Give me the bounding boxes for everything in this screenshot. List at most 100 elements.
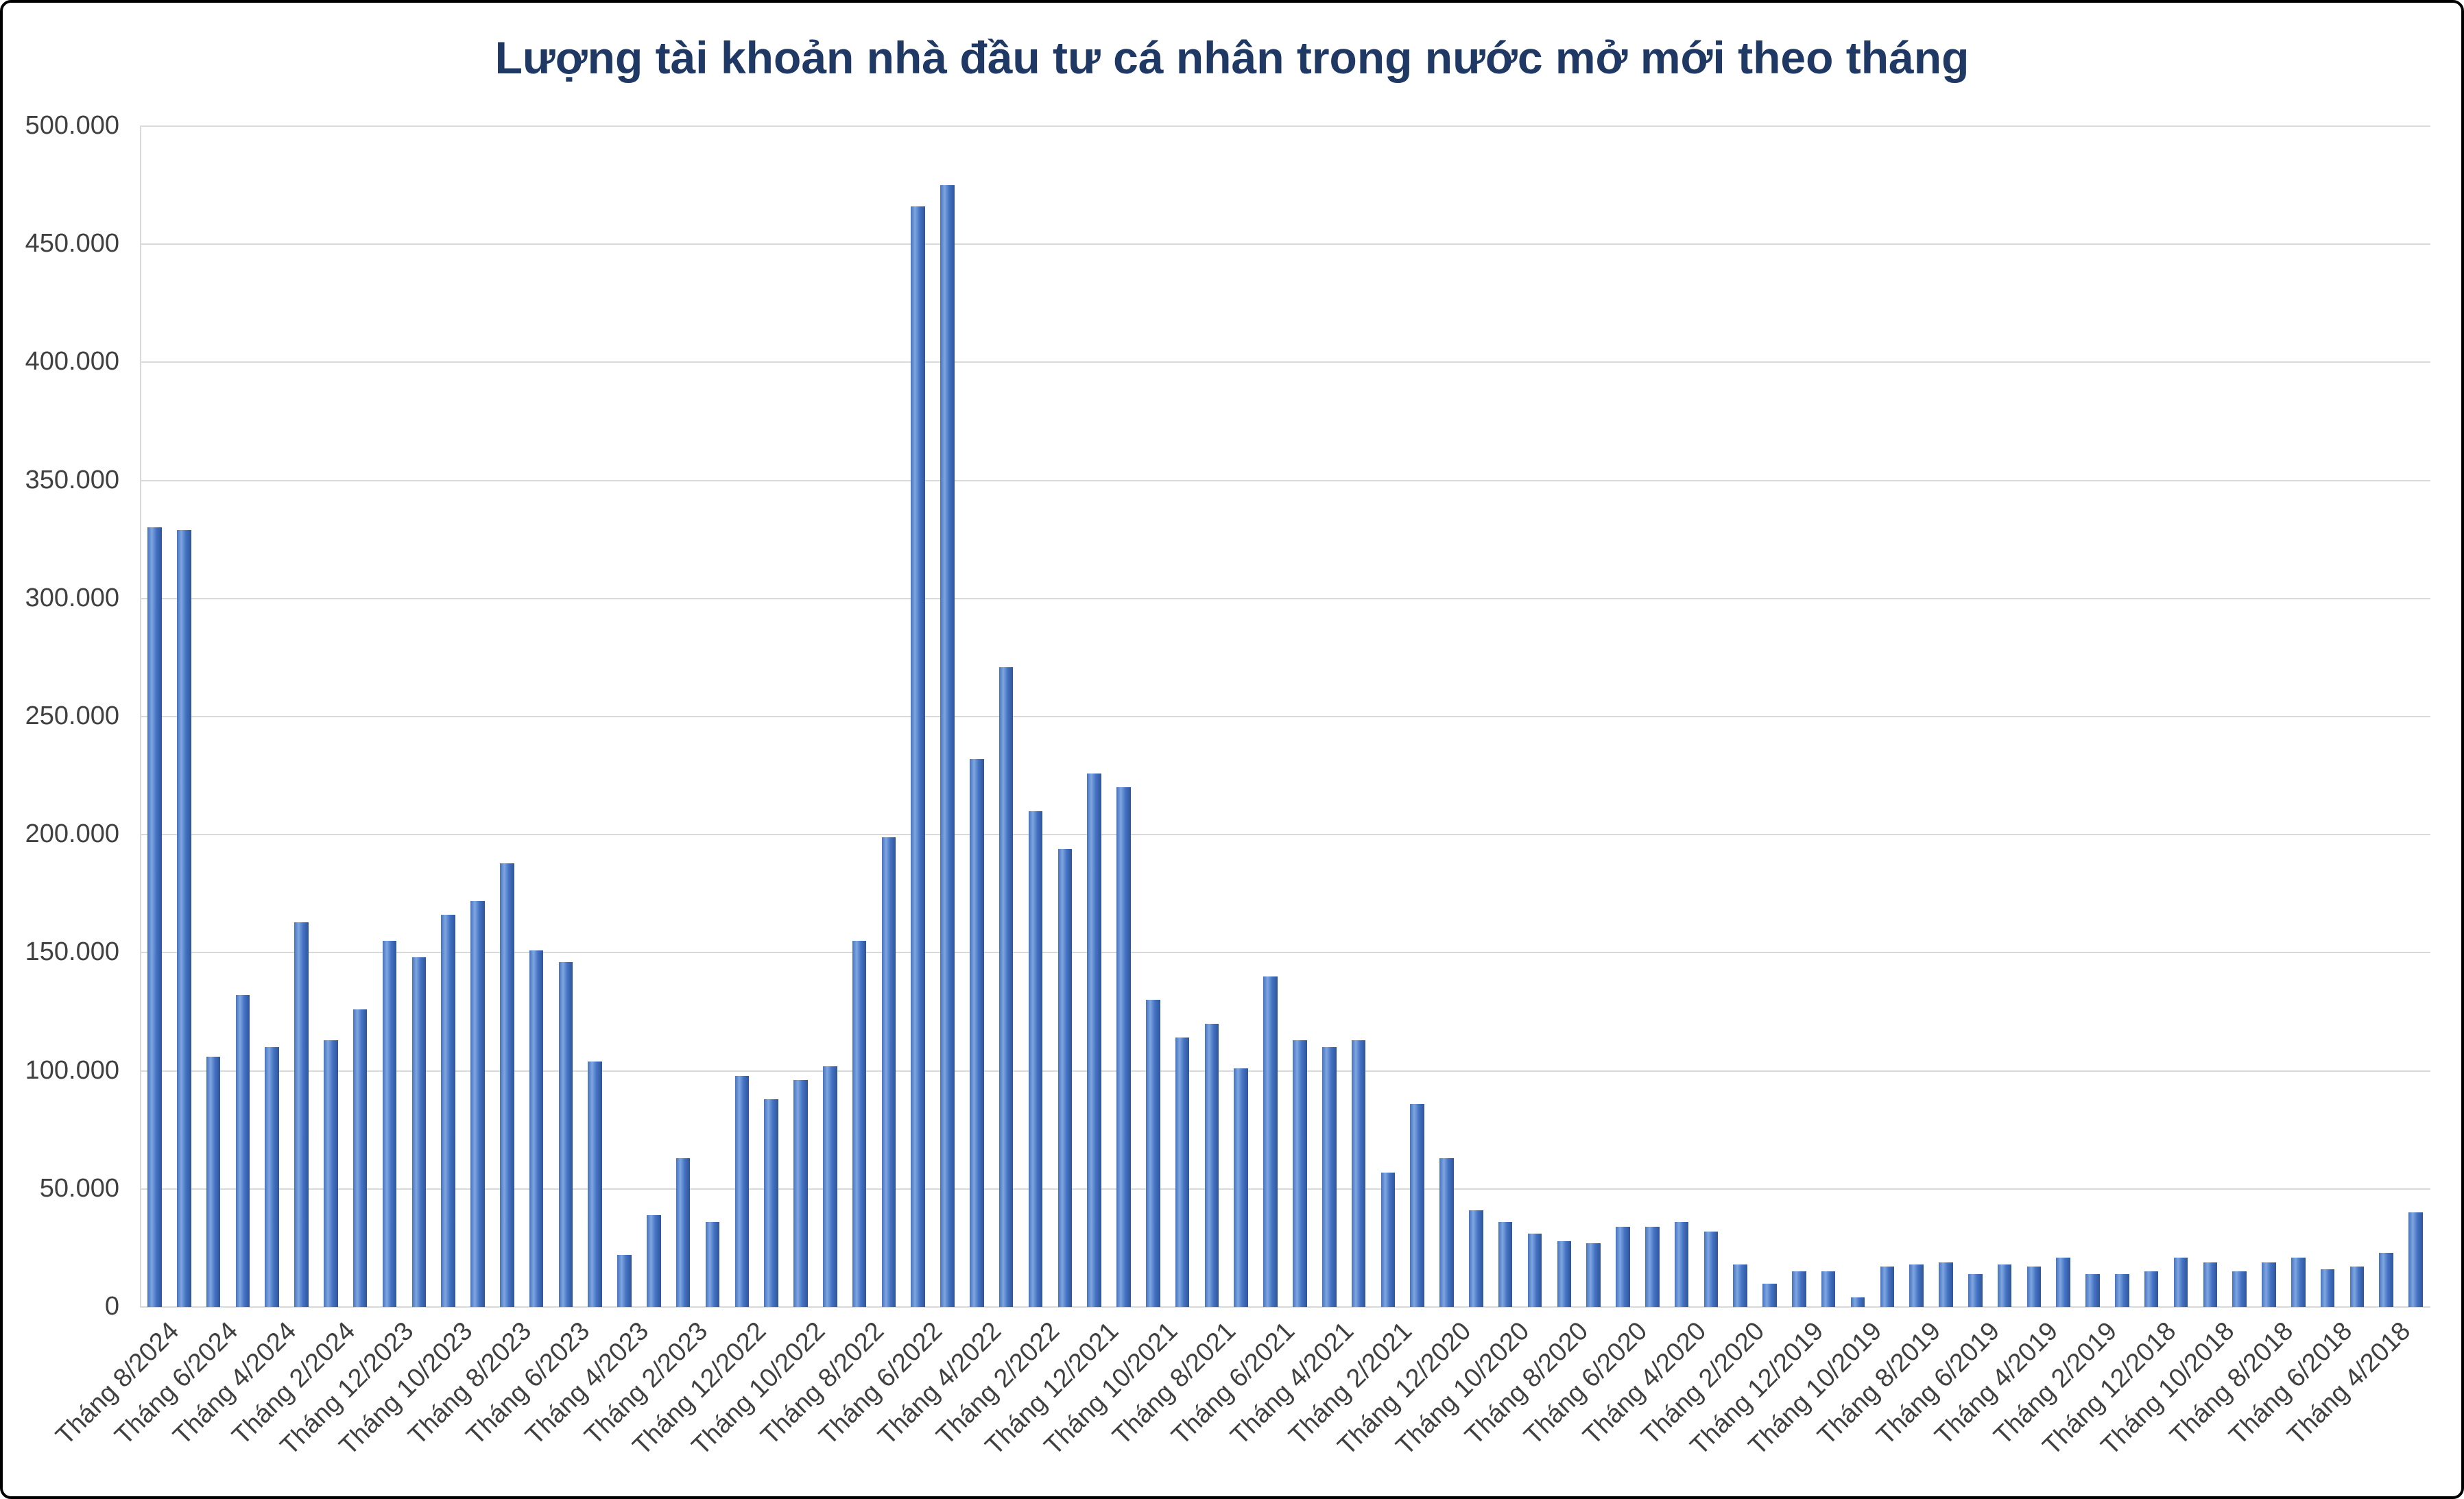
y-tick-label: 200.000 bbox=[25, 819, 119, 849]
bar bbox=[852, 941, 867, 1307]
bar bbox=[382, 941, 397, 1307]
bar bbox=[1146, 1000, 1160, 1307]
y-tick-label: 300.000 bbox=[25, 583, 119, 612]
bar bbox=[499, 863, 514, 1307]
bar bbox=[1321, 1047, 1337, 1307]
bar bbox=[235, 995, 250, 1307]
bar bbox=[2085, 1273, 2100, 1307]
gridline bbox=[140, 597, 2430, 599]
gridline bbox=[140, 125, 2430, 127]
bar bbox=[940, 185, 955, 1307]
bar bbox=[1351, 1040, 1366, 1307]
bar bbox=[793, 1080, 808, 1307]
bar bbox=[1909, 1264, 1924, 1307]
bar bbox=[294, 922, 309, 1307]
bar bbox=[2203, 1262, 2218, 1307]
bar bbox=[734, 1075, 750, 1307]
bar bbox=[998, 667, 1014, 1307]
chart-title: Lượng tài khoản nhà đầu tư cá nhân trong… bbox=[494, 32, 1970, 83]
bar bbox=[2144, 1271, 2159, 1307]
bar bbox=[1116, 787, 1131, 1307]
bar bbox=[411, 957, 427, 1307]
bar bbox=[764, 1099, 778, 1307]
bar bbox=[1968, 1273, 1983, 1307]
bar bbox=[2115, 1273, 2129, 1307]
y-axis-line bbox=[140, 126, 141, 1307]
bar bbox=[2173, 1257, 2188, 1307]
bar bbox=[823, 1066, 837, 1307]
bar bbox=[529, 950, 544, 1307]
y-tick-label: 400.000 bbox=[25, 347, 119, 376]
bar bbox=[1028, 811, 1043, 1307]
bar bbox=[2291, 1257, 2306, 1307]
y-tick-label: 450.000 bbox=[25, 229, 119, 259]
bar bbox=[1733, 1264, 1747, 1307]
gridline bbox=[140, 361, 2430, 363]
bar bbox=[324, 1040, 338, 1307]
bar bbox=[147, 527, 162, 1307]
bar bbox=[2262, 1262, 2276, 1307]
bar bbox=[265, 1047, 279, 1307]
bar bbox=[1703, 1231, 1719, 1307]
bar bbox=[647, 1214, 661, 1307]
bar bbox=[1674, 1222, 1689, 1307]
bar bbox=[1880, 1267, 1895, 1307]
y-tick-label: 350.000 bbox=[25, 465, 119, 494]
bar bbox=[1527, 1234, 1542, 1307]
bar bbox=[2379, 1252, 2394, 1307]
bar bbox=[206, 1056, 221, 1307]
y-tick-label: 150.000 bbox=[25, 937, 119, 967]
bar bbox=[1263, 976, 1278, 1307]
bar bbox=[176, 529, 191, 1307]
bar bbox=[1175, 1038, 1190, 1307]
bar bbox=[558, 962, 573, 1307]
gridline bbox=[140, 834, 2430, 836]
bar bbox=[617, 1255, 632, 1307]
bar bbox=[1057, 848, 1073, 1307]
bar bbox=[1380, 1172, 1396, 1307]
y-tick-label: 0 bbox=[104, 1292, 119, 1321]
bar bbox=[1821, 1271, 1836, 1307]
bar bbox=[675, 1158, 691, 1307]
y-tick-label: 100.000 bbox=[25, 1055, 119, 1085]
bar bbox=[1586, 1243, 1601, 1307]
gridline bbox=[140, 479, 2430, 481]
bar bbox=[2408, 1212, 2423, 1307]
plot-area bbox=[140, 125, 2430, 1308]
bar bbox=[911, 206, 925, 1307]
bar bbox=[1616, 1226, 1630, 1307]
y-tick-label: 250.000 bbox=[25, 701, 119, 730]
bar bbox=[1762, 1283, 1777, 1307]
bar bbox=[1498, 1222, 1513, 1307]
bar bbox=[705, 1222, 720, 1307]
bar bbox=[1204, 1023, 1219, 1307]
bar bbox=[1850, 1297, 1865, 1307]
bar bbox=[1087, 773, 1101, 1307]
bar bbox=[2026, 1267, 2042, 1307]
bar bbox=[1644, 1226, 1660, 1307]
bar bbox=[1439, 1158, 1454, 1307]
bar bbox=[1469, 1210, 1483, 1307]
bar bbox=[1234, 1068, 1249, 1307]
bar bbox=[2232, 1271, 2247, 1307]
bar bbox=[2056, 1257, 2070, 1307]
bar bbox=[352, 1009, 368, 1307]
bar bbox=[1410, 1103, 1424, 1307]
bar bbox=[1792, 1271, 1806, 1307]
bar bbox=[2349, 1267, 2365, 1307]
gridline bbox=[140, 716, 2430, 717]
y-tick-label: 50.000 bbox=[39, 1173, 119, 1203]
bar bbox=[881, 837, 896, 1307]
bar bbox=[970, 759, 984, 1307]
bar bbox=[441, 915, 455, 1307]
bar bbox=[2320, 1269, 2335, 1307]
bar bbox=[1939, 1262, 1953, 1307]
bar bbox=[1293, 1040, 1307, 1307]
gridline bbox=[140, 243, 2430, 245]
bar bbox=[470, 900, 485, 1307]
bar bbox=[588, 1061, 602, 1307]
bar bbox=[1997, 1264, 2012, 1307]
y-tick-label: 500.000 bbox=[25, 111, 119, 140]
bar bbox=[1557, 1240, 1572, 1307]
